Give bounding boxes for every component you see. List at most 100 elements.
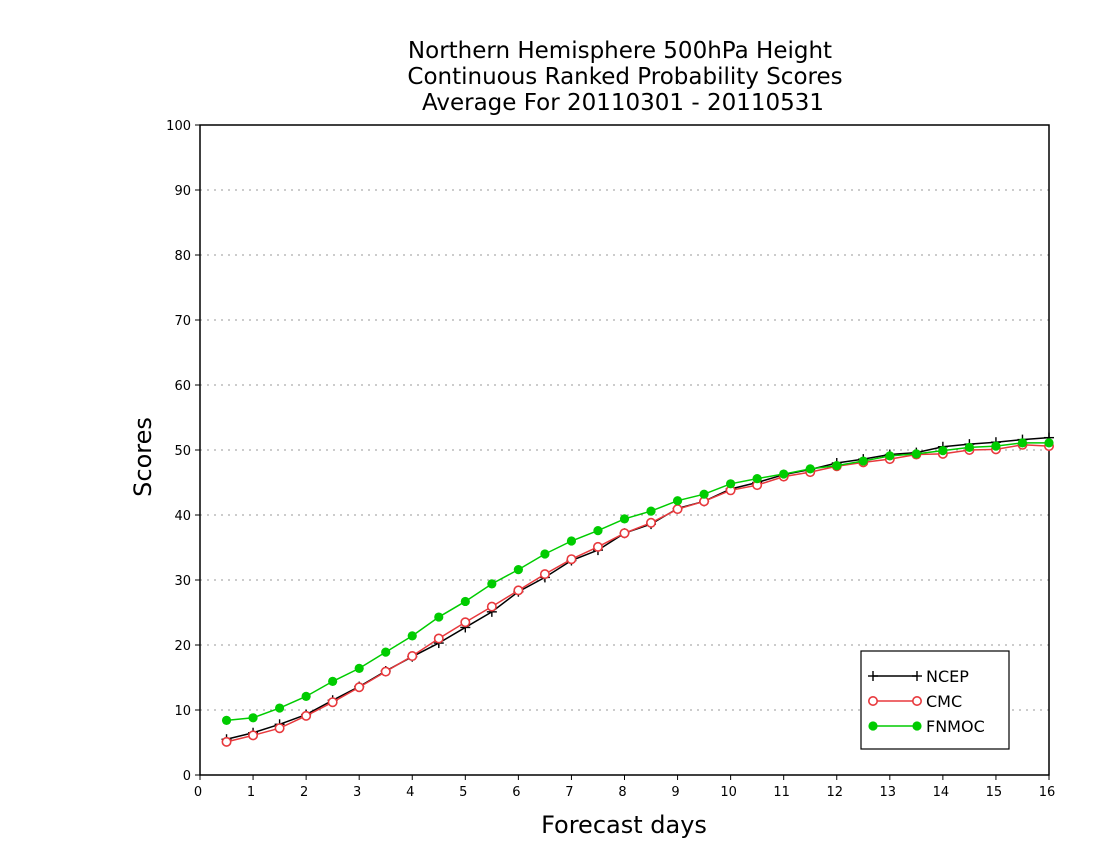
data-point-fnmoc: [911, 449, 921, 459]
data-point-cmc: [221, 736, 232, 747]
legend-marker-fnmoc: [868, 721, 878, 731]
x-axis-ticks: 0 1 2 3 4 5 6 7 8 9 10 11 12 13 14 15 16: [194, 775, 1055, 800]
x-tick-label: 7: [565, 785, 573, 800]
x-tick-label: 11: [773, 785, 790, 800]
title-line-1: Northern Hemisphere 500hPa Height: [408, 38, 832, 64]
data-point-fnmoc: [938, 446, 948, 456]
data-point-cmc: [327, 697, 338, 708]
data-point-fnmoc: [434, 612, 444, 622]
legend-box: [860, 650, 1010, 750]
y-tick-label: 0: [183, 769, 191, 784]
data-point-fnmoc: [354, 663, 364, 674]
data-point-fnmoc: [832, 461, 842, 471]
data-point-cmc: [301, 710, 312, 721]
x-tick-label: 13: [880, 785, 897, 800]
legend-marker-cmc: [911, 695, 922, 706]
title-line-2: Continuous Ranked Probability Scores: [407, 64, 842, 90]
data-point-fnmoc: [964, 442, 975, 452]
y-tick-label: 10: [174, 704, 191, 719]
y-axis-ticks: 0 10 20 30 40 50 60 70 80 90 100: [166, 119, 200, 784]
chart-title: Northern Hemisphere 500hPa Height Contin…: [407, 38, 842, 116]
data-point-fnmoc: [487, 579, 497, 589]
y-tick-label: 50: [174, 444, 191, 459]
data-point-fnmoc: [646, 506, 656, 516]
data-point-fnmoc: [805, 464, 815, 474]
series-fnmoc: [221, 438, 1054, 726]
series-group: [221, 432, 1055, 747]
data-point-fnmoc: [274, 703, 285, 713]
y-tick-label: 20: [174, 639, 191, 654]
y-axis-label: Scores: [129, 417, 157, 497]
data-point-cmc: [248, 730, 259, 741]
legend-marker-ncep: [868, 671, 878, 681]
x-tick-label: 5: [459, 785, 467, 800]
data-point-cmc: [460, 617, 471, 628]
legend-marker-ncep: [912, 671, 922, 681]
x-tick-label: 0: [194, 785, 202, 800]
x-tick-label: 15: [986, 785, 1003, 800]
data-point-fnmoc: [301, 691, 311, 701]
x-tick-label: 10: [720, 785, 737, 800]
data-point-cmc: [513, 585, 524, 596]
data-point-cmc: [407, 651, 418, 662]
data-point-fnmoc: [513, 565, 523, 575]
data-point-fnmoc: [381, 647, 391, 657]
data-point-fnmoc: [991, 441, 1001, 451]
data-point-fnmoc: [1017, 438, 1028, 448]
data-point-cmc: [274, 723, 285, 734]
legend-marker-fnmoc: [912, 721, 922, 731]
y-tick-label: 60: [174, 379, 191, 394]
x-tick-label: 16: [1039, 785, 1056, 800]
data-point-cmc: [539, 569, 550, 580]
y-tick-label: 40: [174, 509, 191, 524]
data-point-cmc: [433, 633, 444, 644]
y-tick-label: 90: [174, 184, 191, 199]
y-tick-label: 100: [166, 119, 191, 134]
x-tick-label: 8: [618, 785, 626, 800]
data-point-cmc: [486, 601, 497, 612]
data-point-fnmoc: [858, 456, 868, 466]
data-point-cmc: [619, 528, 630, 539]
x-tick-label: 14: [933, 785, 950, 800]
data-point-cmc: [646, 517, 657, 528]
title-line-3: Average For 20110301 - 20110531: [422, 90, 824, 116]
data-point-fnmoc: [540, 549, 550, 559]
data-point-fnmoc: [328, 676, 338, 687]
x-tick-label: 4: [406, 785, 414, 800]
data-point-cmc: [354, 682, 365, 693]
series-cmc: [221, 439, 1055, 747]
data-point-cmc: [592, 541, 603, 552]
data-point-fnmoc: [1044, 438, 1054, 448]
data-point-fnmoc: [699, 489, 709, 499]
data-point-fnmoc: [460, 596, 470, 607]
legend-label-cmc: CMC: [926, 692, 962, 711]
data-point-fnmoc: [407, 631, 417, 641]
data-point-fnmoc: [248, 713, 258, 723]
data-point-cmc: [566, 554, 577, 565]
x-tick-label: 9: [671, 785, 679, 800]
y-tick-label: 70: [174, 314, 191, 329]
x-tick-label: 2: [300, 785, 308, 800]
data-point-fnmoc: [566, 536, 577, 546]
grid: [200, 189, 1049, 711]
data-point-fnmoc: [672, 496, 683, 506]
x-tick-label: 1: [247, 785, 255, 800]
data-point-fnmoc: [221, 715, 232, 726]
data-point-fnmoc: [619, 514, 630, 524]
legend-label-ncep: NCEP: [926, 667, 969, 686]
data-point-fnmoc: [593, 526, 603, 536]
x-axis-label: Forecast days: [541, 811, 707, 839]
legend-marker-cmc: [867, 695, 878, 706]
data-point-fnmoc: [752, 474, 762, 484]
legend-label-fnmoc: FNMOC: [926, 717, 985, 736]
data-point-fnmoc: [726, 479, 736, 489]
x-tick-label: 12: [826, 785, 843, 800]
data-point-cmc: [380, 666, 391, 677]
y-tick-label: 80: [174, 249, 191, 264]
data-point-fnmoc: [885, 451, 895, 461]
x-tick-label: 3: [353, 785, 361, 800]
legend: NCEP CMC FNMOC: [860, 650, 1010, 750]
data-point-fnmoc: [779, 469, 789, 479]
x-tick-label: 6: [512, 785, 520, 800]
